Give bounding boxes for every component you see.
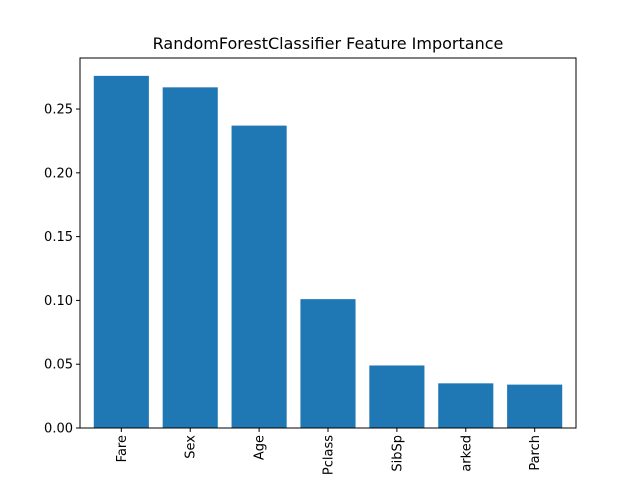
chart-title: RandomForestClassifier Feature Importanc…: [153, 34, 504, 53]
bar-arked: [438, 383, 494, 428]
y-tick-label: 0.00: [44, 422, 73, 437]
bar-fare: [93, 75, 149, 429]
y-tick-label: 0.05: [44, 358, 73, 373]
x-tick-label: SibSp: [390, 435, 405, 472]
y-tick-label: 0.10: [44, 294, 73, 309]
y-tick-label: 0.25: [44, 103, 73, 118]
x-tick-label: arked: [459, 435, 474, 472]
bar-pclass: [300, 299, 356, 428]
bar-sex: [162, 87, 218, 428]
bar-parch: [507, 384, 563, 428]
x-tick-label: Pclass: [322, 435, 337, 475]
y-tick-label: 0.20: [44, 166, 73, 181]
bar-sibsp: [369, 365, 425, 428]
bar-age: [231, 125, 287, 429]
x-tick-label: Sex: [184, 435, 199, 459]
x-tick-label: Age: [253, 435, 268, 460]
x-tick-label: Fare: [115, 435, 130, 462]
axes-frame: [79, 57, 577, 429]
x-tick-label: Parch: [528, 435, 543, 471]
plot-area: 0.00 0.05 0.10 0.15 0.20 0.25 Fare Sex Age Pclass…: [44, 75, 563, 475]
y-tick-label: 0.15: [44, 230, 73, 245]
